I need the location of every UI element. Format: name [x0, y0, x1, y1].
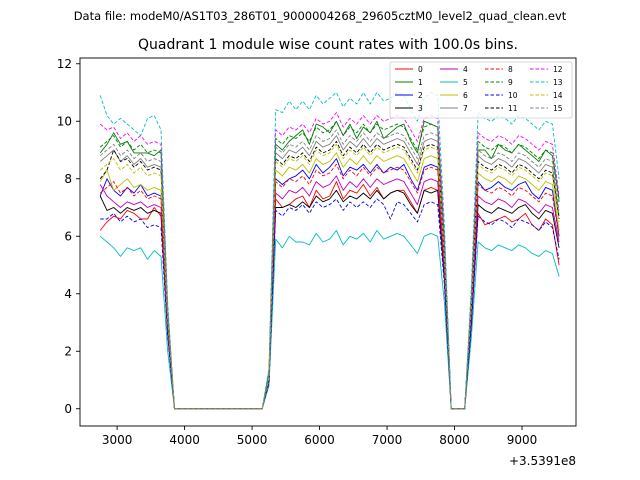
- legend-label-5: 5: [463, 78, 468, 87]
- legend-label-1: 1: [418, 78, 423, 87]
- legend-label-9: 9: [508, 78, 513, 87]
- legend-label-10: 10: [508, 91, 518, 100]
- legend-label-15: 15: [553, 104, 563, 113]
- chart-title: Quadrant 1 module wise count rates with …: [138, 37, 518, 53]
- y-tick-label: 2: [64, 344, 72, 358]
- legend-box: [389, 61, 573, 119]
- legend-label-13: 13: [553, 78, 563, 87]
- x-tick-label: 7000: [372, 433, 403, 447]
- legend-label-8: 8: [508, 65, 513, 74]
- x-tick-label: 6000: [304, 433, 335, 447]
- series-line-12: [99, 112, 560, 410]
- y-tick-label: 0: [64, 402, 72, 416]
- y-tick-label: 12: [57, 57, 72, 71]
- legend-label-7: 7: [463, 104, 468, 113]
- y-tick-label: 4: [64, 287, 72, 301]
- legend-label-4: 4: [463, 65, 468, 74]
- legend-label-11: 11: [508, 104, 518, 113]
- axes-frame: [79, 57, 577, 427]
- legend-label-2: 2: [418, 91, 423, 100]
- data-file-label: Data file: modeM0/AS1T03_286T01_90000042…: [74, 9, 567, 23]
- legend-label-6: 6: [463, 91, 468, 100]
- x-tick-label: 8000: [439, 433, 470, 447]
- y-tick-label: 6: [64, 229, 72, 243]
- series-line-11: [99, 140, 560, 410]
- y-tick-label: 10: [57, 114, 72, 128]
- x-tick-label: 5000: [237, 433, 268, 447]
- x-tick-label: 9000: [507, 433, 538, 447]
- y-tick-label: 8: [64, 172, 72, 186]
- series-line-14: [99, 143, 560, 410]
- legend-label-12: 12: [553, 65, 563, 74]
- legend-label-3: 3: [418, 104, 423, 113]
- x-axis-offset-label: +3.5391e8: [509, 454, 576, 468]
- legend-label-0: 0: [418, 65, 423, 74]
- x-tick-label: 3000: [102, 433, 133, 447]
- series-line-15: [99, 129, 560, 410]
- legend-label-14: 14: [553, 91, 563, 100]
- x-tick-label: 4000: [169, 433, 200, 447]
